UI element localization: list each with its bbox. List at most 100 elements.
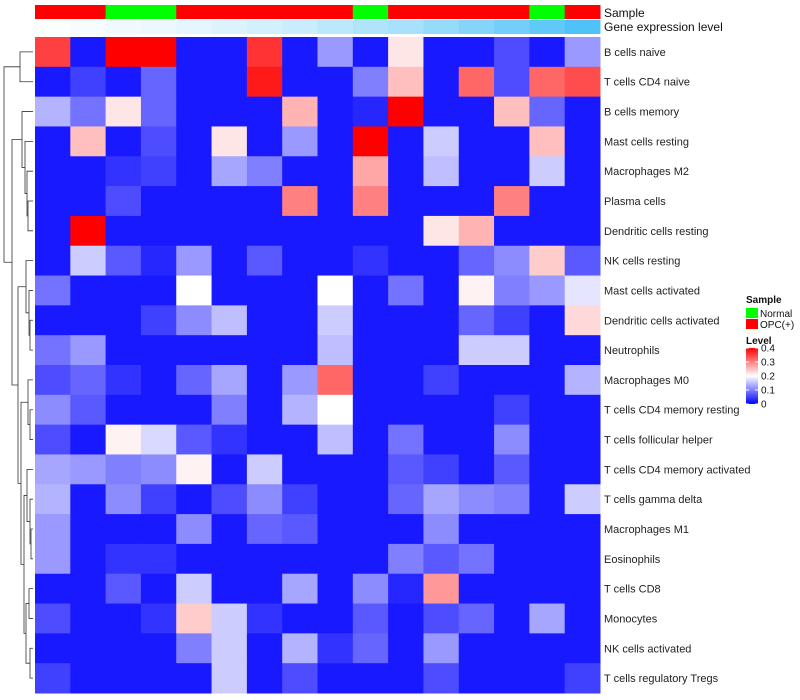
heatmap-cell <box>246 186 283 217</box>
heatmap-cell <box>494 514 530 545</box>
legend-level-title: Level <box>746 336 772 347</box>
heatmap-cell <box>352 394 389 426</box>
heatmap-cell <box>105 633 142 664</box>
heatmap-cell <box>246 543 283 575</box>
heatmap-cell <box>176 633 213 664</box>
heatmap-cell <box>246 633 283 664</box>
row-dendrogram <box>3 51 33 679</box>
heatmap-cell <box>564 394 601 426</box>
dendrogram-branch <box>23 495 27 634</box>
heatmap-cell <box>352 454 389 485</box>
row-label: Dendritic cells resting <box>604 226 709 238</box>
sample-annotation-cell <box>529 5 566 19</box>
heatmap-cell <box>423 335 460 366</box>
heatmap-cell <box>317 245 354 277</box>
heatmap-cell <box>564 365 601 396</box>
heatmap-cell <box>529 186 566 217</box>
expression-annotation-cell <box>458 20 495 34</box>
heatmap-cell <box>458 573 495 605</box>
sample-annotation-cell <box>458 5 495 19</box>
sample-annotation-cell <box>423 5 460 19</box>
heatmap-cell <box>176 96 213 127</box>
heatmap-cell <box>564 305 601 336</box>
expression-annotation-cell <box>423 20 460 34</box>
heatmap-cell <box>35 245 71 277</box>
heatmap-cell <box>423 245 460 277</box>
heatmap-cell <box>388 305 424 336</box>
heatmap-cell <box>105 96 142 127</box>
heatmap-cell <box>282 245 318 277</box>
heatmap-cell <box>494 394 530 426</box>
heatmap-cell <box>564 663 601 694</box>
sample-annotation-cell <box>494 5 530 19</box>
heatmap-cell <box>35 335 71 366</box>
heatmap-cell <box>176 275 213 306</box>
heatmap-cell <box>352 66 389 98</box>
heatmap-cell <box>458 603 495 634</box>
heatmap-cell <box>105 66 142 98</box>
heatmap-cell <box>105 454 142 485</box>
legend-label-opc: OPC(+) <box>760 320 794 331</box>
heatmap-cell <box>140 663 177 694</box>
heatmap-cell <box>70 365 107 396</box>
heatmap-cell <box>105 514 142 545</box>
heatmap-cell <box>176 543 213 575</box>
dendrogram-branch <box>3 66 20 263</box>
heatmap-cell <box>458 126 495 157</box>
heatmap-cell <box>211 335 248 366</box>
heatmap-cell <box>494 245 530 277</box>
heatmap-cell <box>317 66 354 98</box>
heatmap-cell <box>388 275 424 306</box>
sample-annotation-cell <box>317 5 354 19</box>
dendrogram-branch <box>19 51 33 83</box>
heatmap-cell <box>246 96 283 127</box>
heatmap-cell <box>176 126 213 157</box>
heatmap-cell <box>494 335 530 366</box>
heatmap-cell <box>282 484 318 515</box>
heatmap-cell <box>35 514 71 545</box>
sample-annotation-cell <box>211 5 248 19</box>
heatmap-cell <box>211 37 248 68</box>
heatmap-cell <box>176 305 213 336</box>
heatmap-cell <box>494 454 530 485</box>
heatmap-cell <box>282 663 318 694</box>
heatmap-cell <box>564 275 601 306</box>
expression-annotation-cell <box>176 20 213 34</box>
level-tick-label: 0.3 <box>761 358 775 369</box>
heatmap-cell <box>388 484 424 515</box>
heatmap-cell <box>105 394 142 426</box>
heatmap-cell <box>494 96 530 127</box>
heatmap-cell <box>352 424 389 455</box>
heatmap-cell <box>211 305 248 336</box>
heatmap-cell <box>494 126 530 157</box>
row-label: Eosinophils <box>604 554 661 566</box>
heatmap-cell <box>70 66 107 98</box>
heatmap-cell <box>105 305 142 336</box>
heatmap-cell <box>35 305 71 336</box>
heatmap-cell <box>458 275 495 306</box>
heatmap-cell <box>176 394 213 426</box>
heatmap-cell <box>140 66 177 98</box>
heatmap-cell <box>176 245 213 277</box>
heatmap-cell <box>140 215 177 247</box>
heatmap-cell <box>317 215 354 247</box>
sample-annotation-cell <box>246 5 283 19</box>
heatmap-cell <box>70 663 107 694</box>
dendrogram-branch <box>11 139 22 386</box>
heatmap-cell <box>211 633 248 664</box>
heatmap-cell <box>35 156 71 187</box>
heatmap-cell <box>140 126 177 157</box>
heatmap-cell <box>282 424 318 455</box>
heatmap-cell <box>423 603 460 634</box>
heatmap-cell <box>529 424 566 455</box>
sample-annotation-cell <box>35 5 71 19</box>
heatmap-cell <box>140 514 177 545</box>
heatmap-cell <box>211 663 248 694</box>
heatmap-cell <box>388 37 424 68</box>
heatmap-cell <box>176 186 213 217</box>
heatmap-cell <box>564 37 601 68</box>
heatmap-cell <box>176 484 213 515</box>
heatmap-cell <box>352 633 389 664</box>
heatmap-cell <box>176 335 213 366</box>
heatmap-cell <box>246 275 283 306</box>
